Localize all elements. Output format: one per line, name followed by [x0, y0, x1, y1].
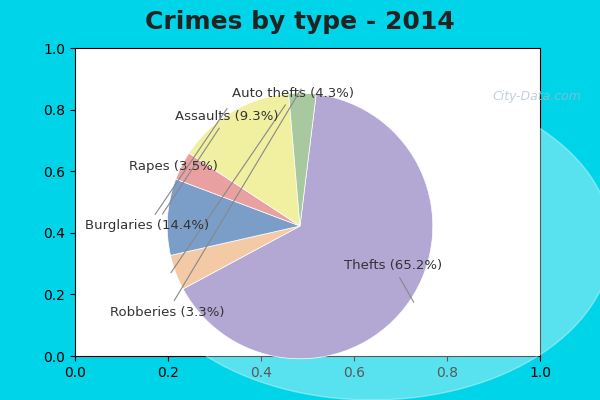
Wedge shape [167, 179, 300, 256]
Text: Thefts (65.2%): Thefts (65.2%) [344, 259, 442, 302]
Text: Assaults (9.3%): Assaults (9.3%) [163, 110, 279, 214]
Wedge shape [183, 94, 433, 359]
Text: Rapes (3.5%): Rapes (3.5%) [130, 160, 218, 173]
Text: City-Data.com: City-Data.com [492, 90, 581, 103]
Wedge shape [289, 93, 316, 226]
Wedge shape [170, 226, 300, 289]
Text: Burglaries (14.4%): Burglaries (14.4%) [85, 108, 227, 232]
Text: Auto thefts (4.3%): Auto thefts (4.3%) [171, 87, 355, 273]
Wedge shape [176, 153, 300, 226]
Ellipse shape [132, 83, 600, 400]
Text: Crimes by type - 2014: Crimes by type - 2014 [145, 10, 455, 34]
Text: Robberies (3.3%): Robberies (3.3%) [110, 89, 301, 319]
Wedge shape [189, 94, 300, 226]
